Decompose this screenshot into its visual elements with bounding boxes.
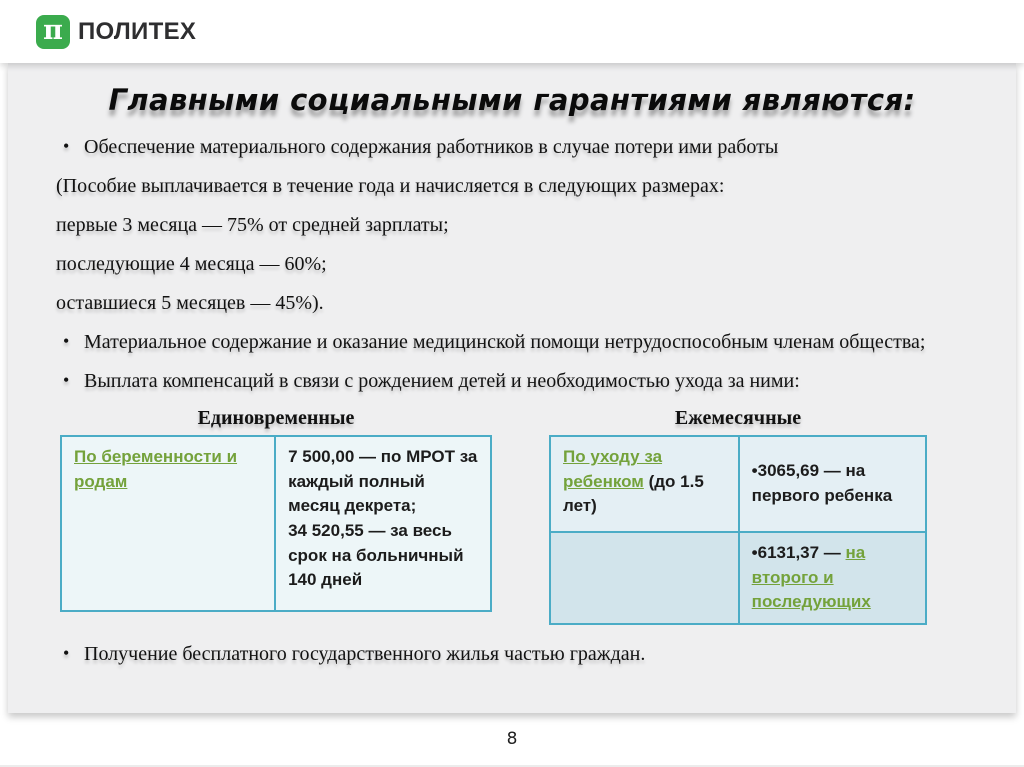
bullet-dot-icon: • bbox=[63, 642, 70, 663]
benefit-tables: Единовременные По беременности и родам 7… bbox=[59, 407, 1016, 625]
bullet-free-housing: • Получение бесплатного государственного… bbox=[56, 641, 946, 667]
childcare-benefit-link[interactable]: По уходу за ребенком bbox=[563, 447, 663, 491]
paragraph-first-3-months: первые 3 месяца — 75% от средней зарплат… bbox=[56, 214, 449, 236]
paragraph-next-4-months: последующие 4 месяца — 60%; bbox=[56, 253, 327, 275]
bullet-dot-icon: • bbox=[63, 331, 70, 351]
slide-footer: 8 bbox=[0, 713, 1024, 767]
table-row: •6131,37 — на второго и последующих bbox=[549, 531, 928, 625]
paragraph-benefit-intro: (Пособие выплачивается в течение года и … bbox=[56, 175, 725, 197]
polytech-logo: π ПОЛИТЕХ bbox=[36, 14, 197, 49]
bullet-list: • Обеспечение материального содержания р… bbox=[56, 134, 946, 394]
monthly-table-block: Ежемесячные По уходу за ребенком (до 1.5… bbox=[549, 407, 928, 625]
page-number: 8 bbox=[506, 729, 518, 749]
cell-childcare-benefit: По уходу за ребенком (до 1.5 лет) bbox=[549, 435, 740, 533]
bullet-text: Обеспечение материального содержания раб… bbox=[84, 136, 779, 158]
slide-title: Главными социальными гарантиями являются… bbox=[108, 83, 916, 117]
lump-sum-table-block: Единовременные По беременности и родам 7… bbox=[59, 407, 492, 625]
second-child-amount-prefix: •6131,37 — bbox=[751, 543, 846, 562]
app-header: π ПОЛИТЕХ bbox=[0, 0, 1024, 63]
cell-maternity-benefit: По беременности и родам bbox=[59, 435, 277, 612]
bullet-text: Получение бесплатного государственного ж… bbox=[84, 642, 646, 665]
bullet-medical-support: • Материальное содержание и оказание мед… bbox=[56, 329, 946, 355]
cell-first-child-amount: •3065,69 — на первого ребенка bbox=[737, 435, 928, 533]
bullet-unemployment: • Обеспечение материального содержания р… bbox=[56, 134, 946, 160]
table-row: По беременности и родам 7 500,00 — по МР… bbox=[59, 435, 492, 612]
bullet-text: Выплата компенсаций в связи с рождением … bbox=[84, 370, 800, 392]
monthly-table: По уходу за ребенком (до 1.5 лет) •3065,… bbox=[549, 435, 928, 625]
maternity-amount-line1: 7 500,00 — по МРОТ за каждый полный меся… bbox=[288, 447, 478, 516]
slide-canvas: Главными социальными гарантиями являются… bbox=[8, 63, 1016, 713]
monthly-caption: Ежемесячные bbox=[674, 407, 802, 429]
cell-maternity-amount: 7 500,00 — по МРОТ за каждый полный меся… bbox=[274, 435, 492, 612]
cell-second-child-amount: •6131,37 — на второго и последующих bbox=[737, 531, 928, 625]
cell-empty bbox=[549, 531, 740, 625]
bullet-child-compensation: • Выплата компенсаций в связи с рождение… bbox=[56, 368, 946, 394]
paragraph-remaining-5-months: оставшиеся 5 месяцев — 45%). bbox=[56, 292, 324, 314]
maternity-benefit-link[interactable]: По беременности и родам bbox=[74, 447, 238, 491]
maternity-amount-line2: 34 520,55 — за весь срок на больничный 1… bbox=[288, 520, 464, 590]
bullet-text: Материальное содержание и оказание медиц… bbox=[84, 331, 926, 353]
childcare-benefit-suffix: (до 1.5 лет) bbox=[563, 471, 704, 516]
bullet-dot-icon: • bbox=[63, 370, 70, 390]
bullet-dot-icon: • bbox=[63, 136, 70, 156]
lump-sum-caption: Единовременные bbox=[197, 407, 355, 429]
second-child-link[interactable]: на второго и последующих bbox=[751, 543, 871, 612]
table-row: По уходу за ребенком (до 1.5 лет) •3065,… bbox=[549, 435, 928, 533]
logo-text: ПОЛИТЕХ bbox=[78, 17, 197, 45]
pi-logo-icon: π bbox=[36, 14, 70, 49]
lump-sum-table: По беременности и родам 7 500,00 — по МР… bbox=[59, 435, 492, 612]
